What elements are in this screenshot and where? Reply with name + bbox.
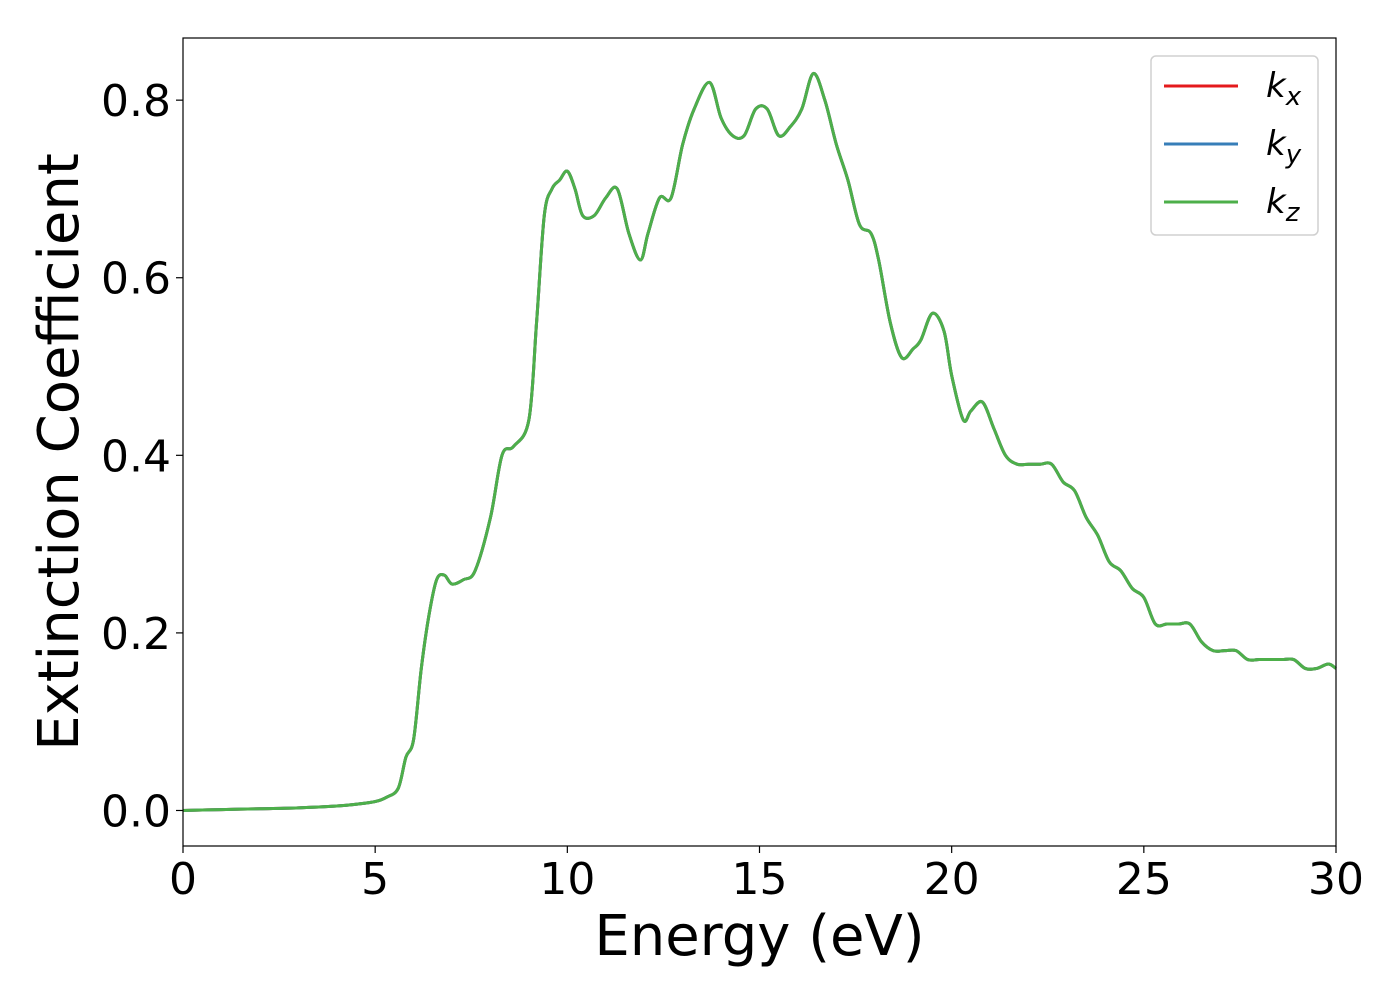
- x-tick-label: 30: [1308, 854, 1364, 905]
- x-tick-label: 15: [732, 854, 788, 905]
- series-layer: [182, 72, 1337, 812]
- x-axis-title: Energy (eV): [594, 904, 924, 969]
- legend-label-y: ky: [1266, 124, 1302, 170]
- x-tick-label: 25: [1116, 854, 1172, 905]
- y-tick-label: 0.8: [101, 76, 171, 127]
- x-axis: 0 5 10 15 20 25 30: [169, 846, 1364, 905]
- x-tick-label: 0: [169, 854, 197, 905]
- y-axis-title: Extinction Coefficient: [27, 153, 92, 751]
- x-tick-label: 5: [361, 854, 389, 905]
- x-tick-label: 20: [924, 854, 980, 905]
- x-tick-label: 10: [539, 854, 595, 905]
- y-tick-label: 0.4: [101, 431, 171, 482]
- y-axis: 0.0 0.2 0.4 0.6 0.8: [101, 76, 183, 837]
- y-tick-label: 0.2: [101, 609, 171, 660]
- legend-label-x: kx: [1266, 66, 1302, 112]
- legend-label-z: kz: [1266, 182, 1301, 228]
- y-tick-label: 0.0: [101, 786, 171, 837]
- series-line-z: [182, 72, 1337, 812]
- legend: kx ky kz: [1150, 55, 1319, 236]
- y-tick-label: 0.6: [101, 254, 171, 305]
